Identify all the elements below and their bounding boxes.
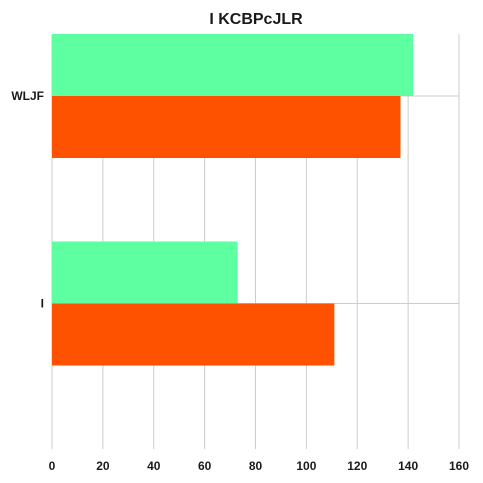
y-tick-label: I — [41, 297, 44, 311]
bars — [52, 34, 414, 366]
x-tick-label: 40 — [147, 459, 161, 473]
chart-title: I KCBPcJLR — [209, 11, 303, 28]
bar-i-series-2 — [52, 303, 335, 366]
x-tick-label: 60 — [198, 459, 212, 473]
y-tick-label: WLJF — [11, 89, 44, 103]
y-axis-ticks: WLJF I — [11, 89, 44, 311]
x-tick-label: 140 — [398, 459, 418, 473]
x-tick-label: 160 — [449, 459, 469, 473]
x-tick-label: 0 — [49, 459, 56, 473]
x-tick-label: 80 — [249, 459, 263, 473]
x-tick-label: 20 — [96, 459, 110, 473]
x-tick-label: 100 — [296, 459, 316, 473]
bar-i-series-1 — [52, 241, 238, 304]
bar-wljf-series-2 — [52, 96, 401, 158]
x-tick-label: 120 — [347, 459, 367, 473]
x-axis-ticks: 0 20 40 60 80 100 120 140 160 — [49, 459, 470, 473]
bar-wljf-series-1 — [52, 34, 414, 96]
